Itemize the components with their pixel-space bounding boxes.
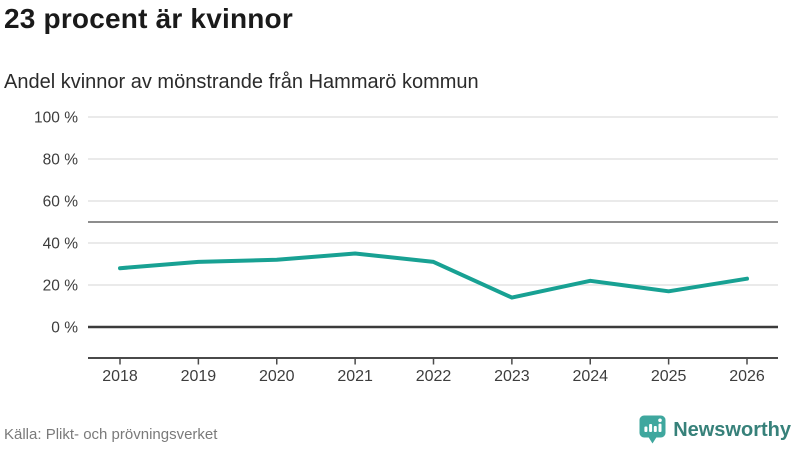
line-chart: 0 % 20 % 40 % 60 % 80 % 100 % 2018 2019 2020 2021…: [34, 110, 778, 385]
chart-subtitle: Andel kvinnor av mönstrande från Hammarö…: [4, 71, 479, 93]
svg-text:0 %: 0 %: [51, 320, 78, 337]
svg-text:2025: 2025: [651, 368, 687, 385]
source-note: Källa: Plikt- och prövningsverket: [4, 426, 218, 443]
svg-text:80 %: 80 %: [43, 152, 79, 169]
svg-text:2022: 2022: [416, 368, 452, 385]
svg-text:2024: 2024: [572, 368, 608, 385]
chart-title: 23 procent är kvinnor: [4, 3, 293, 34]
svg-text:2023: 2023: [494, 368, 530, 385]
svg-text:60 %: 60 %: [43, 194, 79, 211]
newsworthy-logo: Newsworthy: [639, 415, 791, 445]
svg-text:2026: 2026: [729, 368, 765, 385]
newsworthy-logo-icon: [639, 415, 666, 444]
svg-text:20 %: 20 %: [43, 278, 79, 295]
svg-text:2019: 2019: [181, 368, 217, 385]
svg-text:2021: 2021: [337, 368, 373, 385]
svg-text:2018: 2018: [102, 368, 138, 385]
svg-text:100 %: 100 %: [34, 110, 78, 127]
svg-text:40 %: 40 %: [43, 236, 79, 253]
newsworthy-logo-text: Newsworthy: [673, 418, 791, 441]
svg-text:2020: 2020: [259, 368, 295, 385]
